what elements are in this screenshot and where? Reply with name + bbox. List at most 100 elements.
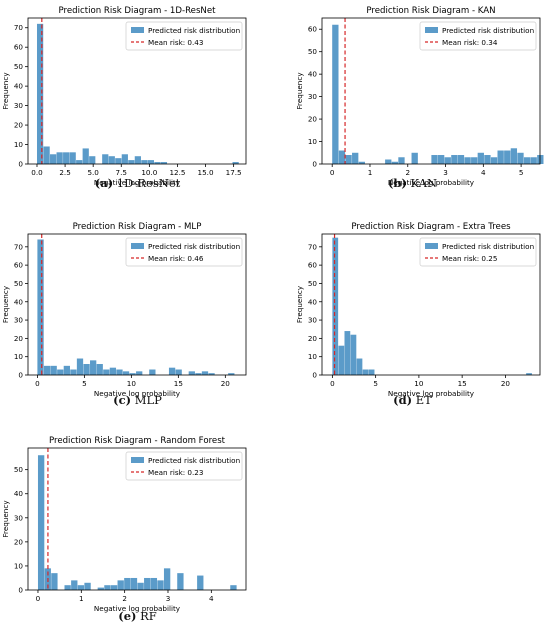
bar-b-28 (517, 152, 524, 164)
y-tick-label-a-7: 70 (14, 23, 24, 32)
y-tick-label-e-0: 0 (18, 586, 23, 595)
bar-a-3 (56, 152, 63, 164)
y-axis-label-d: Frequency (295, 285, 304, 323)
legend-label-bars-d: Predicted risk distribution (442, 242, 534, 251)
y-tick-label-e-1: 10 (14, 561, 24, 570)
caption-e: (e) RF (0, 609, 275, 623)
chart-panel-c: 0 5 10 15 20 0 10 20 30 40 50 60 70 Prediction Risk D… (1, 222, 247, 398)
bar-c-20 (168, 367, 176, 375)
bar-c-1 (43, 365, 51, 375)
bar-c-8 (90, 360, 97, 375)
caption-d-text: ET (415, 393, 432, 407)
caption-d-letter: (d) (393, 393, 413, 407)
bar-e-19 (163, 568, 171, 590)
bar-a-30 (232, 162, 239, 164)
bar-b-30 (530, 157, 537, 164)
y-tick-label-d-5: 50 (308, 279, 318, 288)
x-tick-label-d-4: 20 (501, 379, 511, 388)
legend-swatch-bars-b (425, 27, 438, 33)
caption-a-text: 1D-ResNet (116, 176, 181, 190)
chart-panel-a: 0.0 2.5 5.0 7.5 10.0 12.5 15.0 17.5 0 10 20 30 40 50 6… (1, 6, 247, 187)
y-tick-label-e-5: 50 (14, 465, 24, 474)
y-axis-label-c: Frequency (1, 285, 10, 323)
y-tick-label-d-4: 40 (308, 297, 318, 306)
legend-c: Predicted risk distribution Mean risk: 0.… (125, 237, 243, 267)
chart-title-d: Prediction Risk Diagram - Extra Trees (351, 222, 511, 232)
legend-swatch-bars-d (425, 243, 438, 249)
bar-c-25 (201, 371, 209, 375)
bar-e-16 (144, 577, 151, 590)
x-tick-label-d-1: 5 (373, 379, 378, 388)
y-axis-label-a: Frequency (1, 72, 10, 110)
bar-c-4 (63, 365, 70, 375)
legend-box-b (419, 21, 537, 51)
caption-c: (c) MLP (0, 393, 275, 407)
legend-label-line-d: Mean risk: 0.25 (442, 254, 497, 263)
legend-label-bars-b: Predicted risk distribution (442, 26, 534, 35)
bar-c-5 (70, 369, 77, 375)
x-tick-label-c-0: 0 (35, 379, 40, 388)
x-axis-label-d: Negative log probability (388, 389, 475, 398)
x-tick-label-a-5: 12.5 (169, 168, 185, 177)
x-tick-label-b-3: 3 (443, 168, 448, 177)
y-tick-label-a-0: 0 (18, 160, 23, 169)
bar-e-18 (157, 580, 164, 590)
bar-e-4 (64, 585, 71, 590)
bar-e-24 (197, 575, 204, 590)
bar-c-12 (116, 369, 123, 375)
y-tick-label-c-3: 30 (14, 316, 24, 325)
x-tick-label-e-4: 4 (209, 594, 214, 603)
bar-e-2 (51, 573, 58, 590)
bar-c-6 (76, 358, 84, 375)
bar-a-11 (108, 156, 115, 164)
x-tick-label-a-6: 15.0 (198, 168, 214, 177)
bar-c-21 (175, 369, 182, 375)
y-tick-label-b-4: 40 (308, 70, 318, 79)
bar-b-29 (523, 157, 531, 164)
bar-a-5 (69, 152, 76, 164)
x-tick-label-a-2: 5.0 (87, 168, 99, 177)
bar-d-5 (362, 369, 369, 375)
x-axis-label-a: Negative log probability (94, 178, 181, 187)
bar-c-29 (228, 373, 235, 375)
caption-a: (a) 1D-ResNet (0, 176, 275, 190)
plot-frame-d (321, 233, 541, 376)
chart-title-b: Prediction Risk Diagram - KAN (366, 6, 495, 16)
plot-frame-c (27, 233, 247, 376)
bar-c-11 (109, 367, 117, 375)
caption-e-text: RF (140, 609, 157, 623)
bar-e-13 (124, 577, 131, 590)
bar-a-6 (76, 160, 83, 164)
bar-b-27 (510, 148, 518, 164)
bar-e-21 (177, 573, 184, 590)
x-tick-label-d-0: 0 (330, 379, 335, 388)
x-tick-label-a-3: 7.5 (116, 168, 127, 177)
bar-c-17 (149, 369, 156, 375)
caption-c-text: MLP (134, 393, 162, 407)
bar-e-11 (110, 585, 118, 590)
y-tick-label-a-4: 40 (14, 82, 24, 91)
bar-c-15 (136, 371, 143, 375)
x-tick-label-e-3: 3 (166, 594, 171, 603)
x-tick-label-a-4: 10.0 (141, 168, 157, 177)
y-tick-label-c-5: 50 (14, 279, 24, 288)
y-tick-label-e-2: 20 (14, 537, 24, 546)
y-tick-label-b-0: 0 (312, 160, 317, 169)
bar-a-19 (160, 162, 168, 164)
x-tick-label-b-0: 0 (330, 168, 335, 177)
bar-e-9 (97, 587, 104, 590)
x-tick-label-c-1: 5 (82, 379, 87, 388)
bar-a-2 (50, 154, 57, 164)
bar-a-13 (121, 154, 128, 164)
bar-b-9 (391, 161, 399, 164)
bar-a-12 (115, 158, 122, 164)
bar-a-18 (154, 162, 161, 164)
legend-swatch-bars-c (131, 243, 144, 249)
bar-e-15 (137, 582, 144, 590)
bar-e-17 (150, 577, 158, 590)
x-tick-label-d-2: 10 (414, 379, 424, 388)
caption-d: (d) ET (275, 393, 550, 407)
legend-label-line-a: Mean risk: 0.43 (148, 38, 203, 47)
